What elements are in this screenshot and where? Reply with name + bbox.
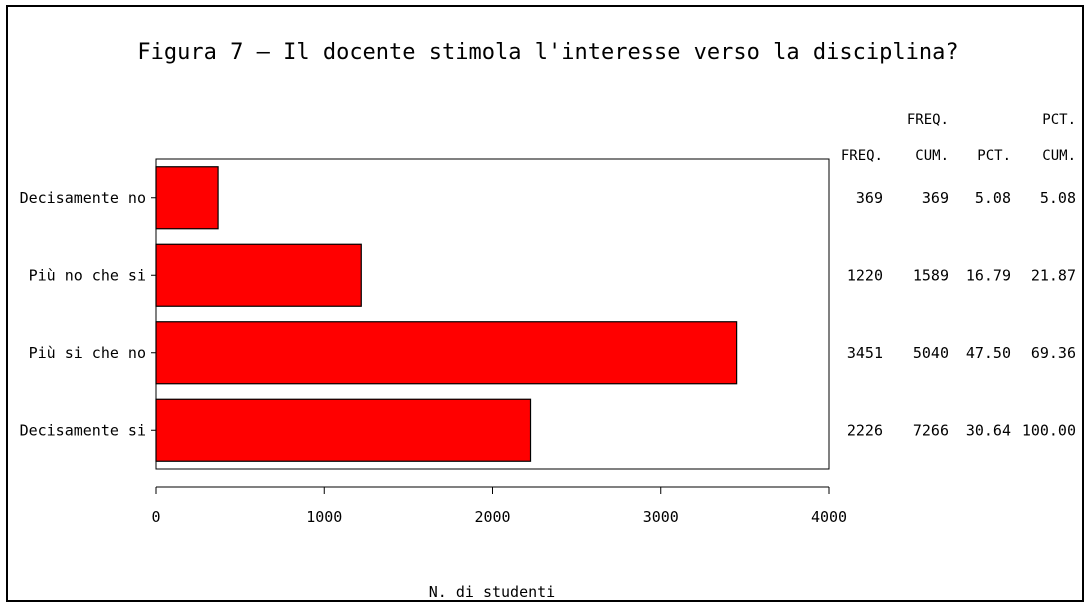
table-cell: 5.08	[975, 189, 1011, 207]
table-cell: 100.00	[1022, 421, 1076, 439]
category-label: Più no che si	[29, 266, 146, 284]
table-cell: 30.64	[966, 421, 1011, 439]
category-label: Più si che no	[29, 344, 146, 362]
plot-border	[155, 158, 830, 470]
table-header: PCT.	[1042, 112, 1076, 128]
bar	[155, 166, 219, 230]
table-cell: 5040	[913, 344, 949, 362]
category-label: Decisamente si	[20, 421, 146, 439]
bar	[155, 243, 362, 307]
table-header: CUM.	[915, 148, 949, 164]
x-axis-label: N. di studenti	[429, 583, 555, 601]
table-header: FREQ.	[907, 112, 949, 128]
chart-title: Figura 7 – Il docente stimola l'interess…	[137, 40, 958, 65]
table-header: CUM.	[1042, 148, 1076, 164]
bar	[155, 321, 738, 385]
x-tick-label: 4000	[811, 508, 847, 526]
table-cell: 1589	[913, 266, 949, 284]
bar	[155, 398, 532, 462]
table-header: PCT.	[977, 148, 1011, 164]
category-label: Decisamente no	[20, 189, 146, 207]
chart-frame: Figura 7 – Il docente stimola l'interess…	[6, 5, 1084, 602]
table-cell: 69.36	[1031, 344, 1076, 362]
table-cell: 47.50	[966, 344, 1011, 362]
table-header: FREQ.	[841, 148, 883, 164]
x-tick-label: 1000	[306, 508, 342, 526]
table-cell: 2226	[847, 421, 883, 439]
table-cell: 21.87	[1031, 266, 1076, 284]
table-cell: 7266	[913, 421, 949, 439]
table-cell: 369	[856, 189, 883, 207]
frequency-table: FREQ. FREQ. CUM. PCT. PCT. CUM. 369 369 5.08 5.08…	[841, 112, 1076, 439]
table-cell: 16.79	[966, 266, 1011, 284]
table-cell: 1220	[847, 266, 883, 284]
table-cell: 369	[922, 189, 949, 207]
table-cell: 5.08	[1040, 189, 1076, 207]
plot-area: Decisamente no Più no che si Più si che no…	[20, 158, 847, 526]
table-cell: 3451	[847, 344, 883, 362]
x-tick-label: 2000	[474, 508, 510, 526]
x-tick-label: 0	[151, 508, 160, 526]
x-tick-label: 3000	[643, 508, 679, 526]
bar-chart: Figura 7 – Il docente stimola l'interess…	[20, 40, 1076, 601]
